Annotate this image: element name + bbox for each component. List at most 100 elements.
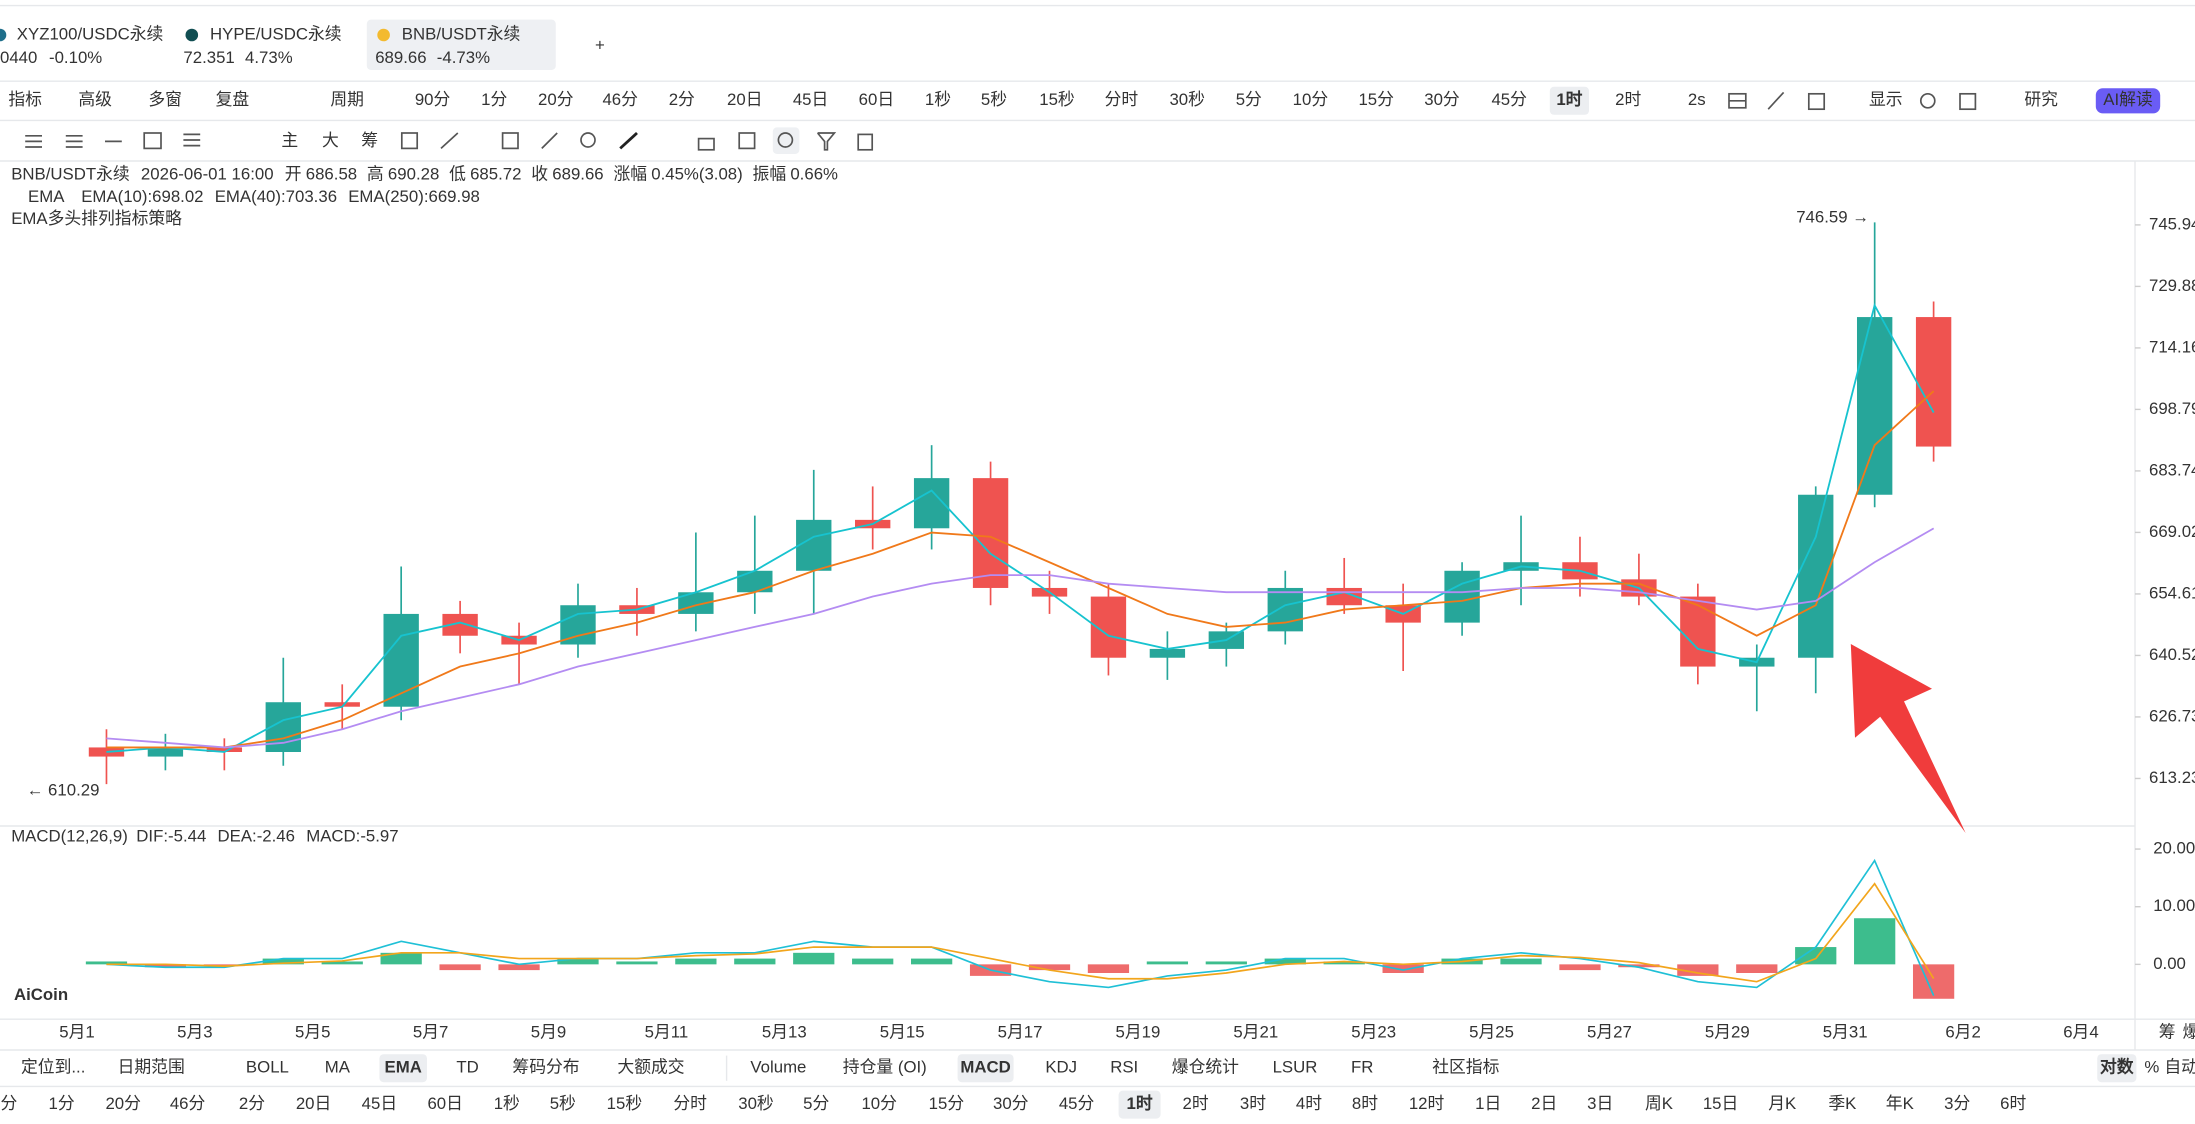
timeframe-button[interactable]: 60日 [427,1094,462,1113]
interval-button[interactable]: 1秒 [925,90,951,109]
drawing-tool[interactable]: 主 [281,131,298,150]
interval-button[interactable]: 45分 [1491,90,1527,109]
timeframe-button[interactable]: 月K [1768,1094,1797,1113]
timeframe-button[interactable]: 8时 [1352,1094,1378,1113]
indicator-label: EMA [28,187,65,206]
interval-button[interactable]: 5秒 [981,90,1007,109]
timeframe-button[interactable]: 2时 [1183,1094,1209,1113]
indicator-button[interactable]: KDJ [1045,1058,1077,1077]
toolbar-tool[interactable]: 复盘 [216,90,250,109]
scale-button[interactable]: % [2144,1058,2159,1077]
timeframe-button[interactable]: 20分 [105,1094,141,1113]
indicator-button[interactable]: 持仓量 (OI) [843,1058,927,1077]
tab-symbol[interactable]: HYPE/USDC永续 [210,24,342,43]
candle-body [1915,317,1952,447]
indicator-button[interactable]: 爆仓统计 [1172,1058,1239,1077]
interval-button[interactable]: 2时 [1615,90,1641,109]
timeframe-button[interactable]: 周K [1645,1094,1674,1113]
toolbar-button[interactable]: 研究 [2024,90,2058,109]
interval-button[interactable]: 20日 [727,90,762,109]
indicator-button[interactable]: EMA [385,1058,422,1077]
interval-button[interactable]: 46分 [602,90,638,109]
interval-button[interactable]: 15秒 [1039,90,1075,109]
y-tick-label: 714.16 [2149,337,2195,356]
timeframe-button[interactable]: 5分 [803,1094,829,1113]
indicator-button[interactable]: FR [1351,1058,1373,1077]
interval-button[interactable]: 10分 [1293,90,1329,109]
indicator-button[interactable]: TD [456,1058,478,1077]
timeframe-button[interactable]: 5秒 [550,1094,576,1113]
indicator-button[interactable]: 筹码分布 [512,1058,579,1077]
timeframe-button[interactable]: 30分 [993,1094,1029,1113]
active-highlight [1118,1090,1161,1119]
timeframe-button[interactable]: 3时 [1240,1094,1266,1113]
tab-symbol[interactable]: XYZ100/USDC永续 [17,24,164,43]
timeframe-button[interactable]: 1日 [1475,1094,1501,1113]
indicator-button[interactable]: MA [325,1058,351,1077]
timeframe-button[interactable]: 10分 [861,1094,897,1113]
indicator-button[interactable]: Volume [750,1058,806,1077]
drawing-tool[interactable]: 筹 [361,131,378,150]
interval-button[interactable]: 2分 [669,90,695,109]
timeframe-button[interactable]: 2日 [1531,1094,1557,1113]
interval-button[interactable]: 60日 [859,90,894,109]
toolbar-button[interactable]: 显示 [1869,90,1903,109]
info-value: 686.58 [306,164,357,183]
toolbar-button[interactable]: 2s [1688,90,1706,109]
timeframe-button[interactable]: 4时 [1296,1094,1322,1113]
timeframe-button[interactable]: 20日 [296,1094,331,1113]
interval-button[interactable]: 30秒 [1169,90,1205,109]
indicator-button[interactable]: BOLL [246,1058,289,1077]
interval-button[interactable]: 1时 [1556,90,1582,109]
timeframe-button[interactable]: 季K [1828,1094,1857,1113]
timeframe-button[interactable]: 分时 [673,1094,707,1113]
timeframe-button[interactable]: 6时 [2000,1094,2026,1113]
add-tab-button[interactable]: + [595,36,605,55]
interval-button[interactable]: 90分 [415,90,451,109]
timeframe-button[interactable]: 3日 [1587,1094,1613,1113]
indicator-button[interactable]: LSUR [1273,1058,1318,1077]
interval-button[interactable]: 15分 [1358,90,1394,109]
timeframe-button[interactable]: 30秒 [738,1094,774,1113]
toolbar-tool[interactable]: 高级 [78,90,112,109]
timeframe-button[interactable]: 15分 [929,1094,965,1113]
interval-button[interactable]: 5分 [1236,90,1262,109]
timeframe-button[interactable]: 1秒 [494,1094,520,1113]
interval-button[interactable]: 分时 [1105,90,1139,109]
toolbar-tool[interactable]: 多窗 [148,90,182,109]
indicator-button[interactable]: 大额成交 [617,1058,684,1077]
timeframe-button[interactable]: 46分 [170,1094,206,1113]
timeframe-button[interactable]: 1分 [49,1094,75,1113]
timeframe-button[interactable]: 15日 [1703,1094,1738,1113]
period-menu[interactable]: 周期 [330,90,364,109]
timeframe-button[interactable]: 0分 [0,1094,17,1113]
indicator-button[interactable]: 社区指标 [1432,1058,1499,1077]
locate-button[interactable]: 定位到... [21,1058,85,1077]
timeframe-button[interactable]: 15秒 [607,1094,643,1113]
interval-button[interactable]: 45日 [793,90,828,109]
date-range-menu[interactable]: 日期范围 [118,1058,185,1077]
interval-button[interactable]: 1分 [481,90,507,109]
indicator-button[interactable]: MACD [960,1058,1010,1077]
tab-symbol[interactable]: BNB/USDT永续 [402,24,521,43]
drawing-tool[interactable]: 大 [322,131,339,150]
logo: AiCoin [14,985,68,1004]
timeframe-button[interactable]: 3分 [1944,1094,1970,1113]
active-highlight [1549,86,1590,115]
timeframe-button[interactable]: 12时 [1409,1094,1445,1113]
timeframe-button[interactable]: 45日 [362,1094,397,1113]
x-tick-label: 5月31 [1823,1023,1868,1042]
timeframe-button[interactable]: 2分 [239,1094,265,1113]
timeframe-button[interactable]: 45分 [1059,1094,1095,1113]
indicator-button[interactable]: RSI [1110,1058,1138,1077]
toolbar-tool[interactable]: 指标 [8,90,42,109]
interval-button[interactable]: 30分 [1424,90,1460,109]
scale-button[interactable]: 自动 [2164,1058,2195,1077]
timeframe-button[interactable]: 1时 [1127,1094,1153,1113]
scale-button[interactable]: 对数 [2100,1057,2134,1077]
tab-change: 4.73% [245,48,293,67]
toolbar-button[interactable]: AI解读 [2103,90,2153,109]
timeframe-button[interactable]: 年K [1886,1094,1915,1113]
interval-button[interactable]: 20分 [538,90,574,109]
x-tick-label: 5月21 [1233,1023,1278,1042]
